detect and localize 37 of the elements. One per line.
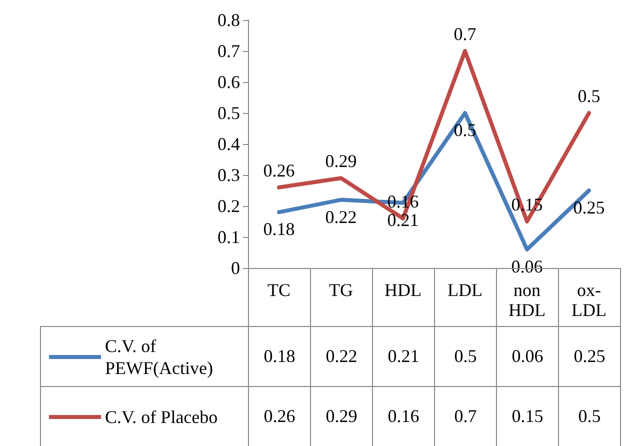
text: 0.16 — [372, 386, 435, 446]
text: 0.25 — [558, 326, 621, 387]
data-label: 0.29 — [325, 151, 357, 172]
text: 0.21 — [372, 326, 435, 387]
data-label: 0.21 — [387, 210, 419, 230]
legend-label: C.V. of PEWF(Active) — [105, 334, 214, 378]
text: 0.22 — [310, 326, 373, 387]
y-tick-label: 0.5 — [218, 103, 240, 123]
y-tick-label: 0 — [231, 258, 240, 278]
text: 0.5 — [434, 326, 497, 387]
text: 0.15 — [496, 386, 559, 446]
data-label: 0.25 — [573, 198, 605, 218]
x-tick-label: LDL — [448, 280, 482, 300]
x-tick-label: HDL — [384, 280, 422, 300]
y-tick-label: 0.7 — [218, 41, 240, 61]
x-tick-label: TC — [267, 280, 291, 300]
x-tick-label: TG — [329, 280, 353, 300]
y-tick-label: 0.2 — [218, 196, 240, 216]
text: 0.18 — [248, 326, 311, 387]
y-tick-label: 0.4 — [218, 134, 240, 154]
text: 0.06 — [496, 326, 559, 387]
data-label: 0.26 — [263, 160, 295, 180]
y-tick-label: 0.1 — [218, 227, 240, 247]
data-label: 0.22 — [325, 206, 357, 227]
data-label: 0.18 — [263, 219, 295, 240]
y-tick-label: 0.6 — [218, 72, 240, 92]
x-tick-label: ox-LDL — [572, 280, 606, 320]
text: 0.26 — [248, 386, 311, 446]
y-tick-label: 0.8 — [218, 10, 240, 30]
data-label: 0.7 — [454, 24, 476, 44]
data-label: 0.5 — [578, 86, 600, 106]
y-tick-label: 0.3 — [218, 165, 240, 185]
legend-label: C.V. of Placebo — [105, 406, 218, 428]
text: 0.5 — [558, 386, 621, 446]
text: 0.7 — [434, 386, 497, 446]
text: 0.29 — [310, 386, 373, 446]
x-tick-label: non HDL — [508, 280, 546, 320]
